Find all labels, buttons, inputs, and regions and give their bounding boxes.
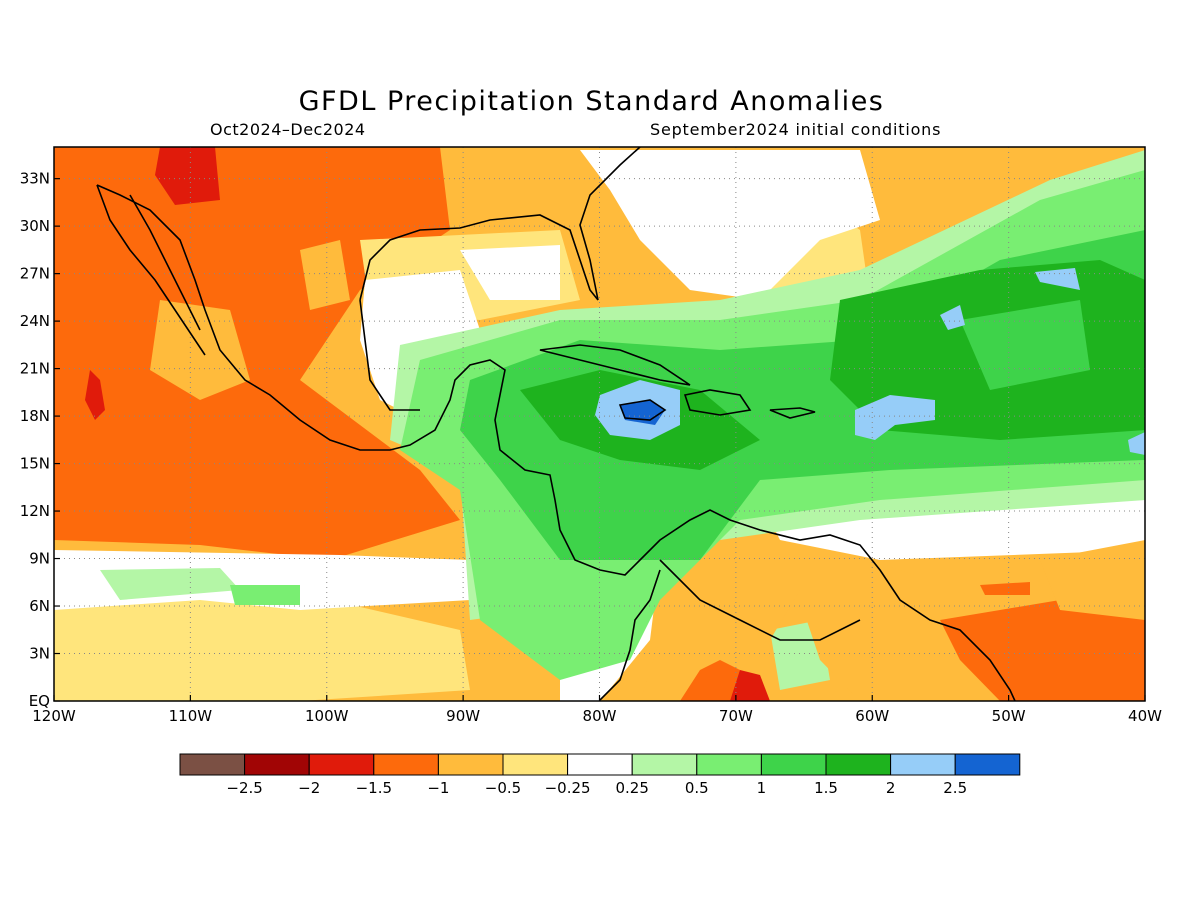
- lat-label: 6N: [29, 597, 50, 615]
- colorbar: −2.5 −2 −1.5 −1 −0.5 −0.25 0.25 0.5 1 1.5 2 2.5: [179, 753, 1021, 797]
- lat-label: 18N: [20, 407, 50, 425]
- very-wet-atlantic-patch: [940, 305, 965, 330]
- lat-label: 24N: [20, 312, 50, 330]
- colorbar-swatch: [567, 753, 633, 776]
- colorbar-swatch: [760, 753, 827, 776]
- strong-dry-north-mexico: [155, 147, 220, 205]
- lat-label: 33N: [20, 170, 50, 188]
- cuba: [539, 344, 691, 386]
- very-wet-lesser-antilles: [855, 395, 935, 440]
- colorbar-swatch: [954, 753, 1021, 776]
- lat-label: 9N: [29, 550, 50, 568]
- lat-label: EQ: [29, 692, 50, 710]
- colorbar-swatch: [631, 753, 698, 776]
- dry-brazil-north: [940, 600, 1145, 701]
- baja-east-coast: [129, 194, 201, 331]
- colombia-pacific-coast: [599, 569, 661, 701]
- colorbar-label: −1.5: [356, 779, 392, 797]
- dry-colombia: [640, 580, 800, 701]
- colorbar-label: 2: [886, 779, 896, 797]
- colorbar-swatch: [244, 753, 310, 776]
- venezuela-border: [659, 559, 861, 641]
- strong-dry-colombia: [730, 670, 770, 701]
- colorbar-swatch: [890, 753, 956, 776]
- moderate-dry-mexico: [150, 300, 250, 400]
- baja-coast: [96, 184, 206, 356]
- neutral-atlantic: [580, 150, 880, 300]
- colorbar-swatch: [308, 753, 375, 776]
- dry-atlantic-south: [1040, 540, 1145, 620]
- wet-atlantic-interior: [960, 300, 1090, 390]
- lat-label: 27N: [20, 265, 50, 283]
- very-wet-east-edge: [1128, 432, 1145, 455]
- colorbar-swatch: [437, 753, 504, 776]
- jamaica: [618, 399, 667, 421]
- map-title: GFDL Precipitation Standard Anomalies: [298, 86, 885, 117]
- lat-label: 30N: [20, 217, 50, 235]
- dry-guiana: [800, 560, 1020, 701]
- moderate-dry-mexico-2: [300, 240, 350, 310]
- colorbar-label: −0.5: [485, 779, 521, 797]
- lon-label: 90W: [446, 707, 480, 725]
- very-wet-atlantic-patch-2: [1035, 268, 1080, 290]
- colorbar-label: 0.25: [615, 779, 648, 797]
- weak-wet-pacific: [100, 568, 240, 600]
- neutral-gulf-east: [460, 245, 560, 300]
- mainland-coast: [96, 184, 1016, 701]
- moderate-wet-pacific-patch: [230, 585, 300, 605]
- puerto-rico: [769, 407, 816, 419]
- colorbar-label: 1: [757, 779, 767, 797]
- gulf-coast: [359, 214, 599, 301]
- colorbar-swatch: [696, 753, 762, 776]
- lon-label: 50W: [992, 707, 1026, 725]
- colorbar-label: −0.25: [545, 779, 591, 797]
- coastlines: [96, 147, 1016, 701]
- lon-label: 110W: [169, 707, 213, 725]
- lon-label: 100W: [305, 707, 349, 725]
- hispaniola: [683, 389, 752, 416]
- anomaly-field: [54, 147, 1145, 701]
- lat-label: 3N: [29, 645, 50, 663]
- forecast-period: Oct2024–Dec2024: [210, 120, 366, 139]
- lat-label: 12N: [20, 502, 50, 520]
- lat-label: 15N: [20, 455, 50, 473]
- colorbar-swatch: [373, 753, 439, 776]
- lon-label: 40W: [1128, 707, 1162, 725]
- lon-label: 60W: [855, 707, 889, 725]
- dry-region-west: [54, 147, 460, 560]
- colorbar-swatch: [179, 753, 246, 776]
- dry-texas: [320, 190, 400, 240]
- map-axes: 120W 110W 100W 90W 80W 70W 60W 50W 40W EQ 3N 6N 9N 12…: [20, 170, 1162, 725]
- lon-label: 80W: [583, 707, 617, 725]
- initial-conditions-label: September2024 initial conditions: [650, 120, 942, 139]
- lat-label: 21N: [20, 360, 50, 378]
- lon-label: 70W: [719, 707, 753, 725]
- florida-east-coast: [579, 147, 641, 301]
- strong-dry-pacific: [85, 370, 105, 420]
- gulf-west-coast: [359, 299, 420, 411]
- colorbar-label: 0.5: [685, 779, 709, 797]
- colorbar-label: 2.5: [943, 779, 967, 797]
- colorbar-label: −2.5: [226, 779, 262, 797]
- colorbar-label: −1: [427, 779, 449, 797]
- colorbar-swatch: [502, 753, 569, 776]
- colorbar-label: −2: [298, 779, 320, 797]
- dry-atlantic-streak-south: [980, 582, 1030, 595]
- colorbar-label: 1.5: [814, 779, 838, 797]
- lon-label: 120W: [32, 707, 76, 725]
- colorbar-swatch: [825, 753, 892, 776]
- graticule: [54, 147, 1145, 701]
